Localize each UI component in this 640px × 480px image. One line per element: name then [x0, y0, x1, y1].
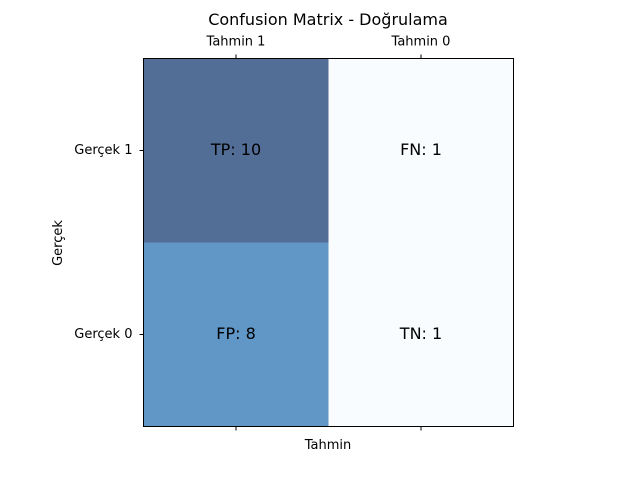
heatmap-cells: [143, 58, 514, 427]
x-tick-label: Tahmin 1: [206, 35, 266, 50]
heatmap-cell: [143, 242, 329, 427]
chart-title: Confusion Matrix - Doğrulama: [208, 10, 448, 29]
x-tick-label: Tahmin 0: [391, 35, 451, 50]
heatmap-cell-labels: TP: 10 FN: 1 FP: 8 TN: 1: [210, 140, 442, 343]
x-axis-label: Tahmin: [304, 438, 352, 453]
cell-value-label: TN: 1: [399, 324, 442, 343]
y-axis-label: Gerçek: [51, 220, 66, 266]
cell-value-label: FP: 8: [216, 324, 256, 343]
y-tick-label: Gerçek 0: [74, 327, 132, 342]
cell-value-label: TP: 10: [210, 140, 261, 159]
x-ticks-bottom: [235, 426, 422, 431]
cell-value-label: FN: 1: [400, 140, 442, 159]
heatmap-cell: [143, 58, 329, 243]
x-ticks-top: Tahmin 1 Tahmin 0: [206, 35, 451, 59]
y-ticks: Gerçek 1 Gerçek 0: [74, 143, 144, 342]
plot-frame: [143, 58, 514, 427]
y-tick-label: Gerçek 1: [74, 143, 132, 158]
heatmap-cell: [328, 242, 514, 427]
heatmap-cell: [328, 58, 514, 243]
